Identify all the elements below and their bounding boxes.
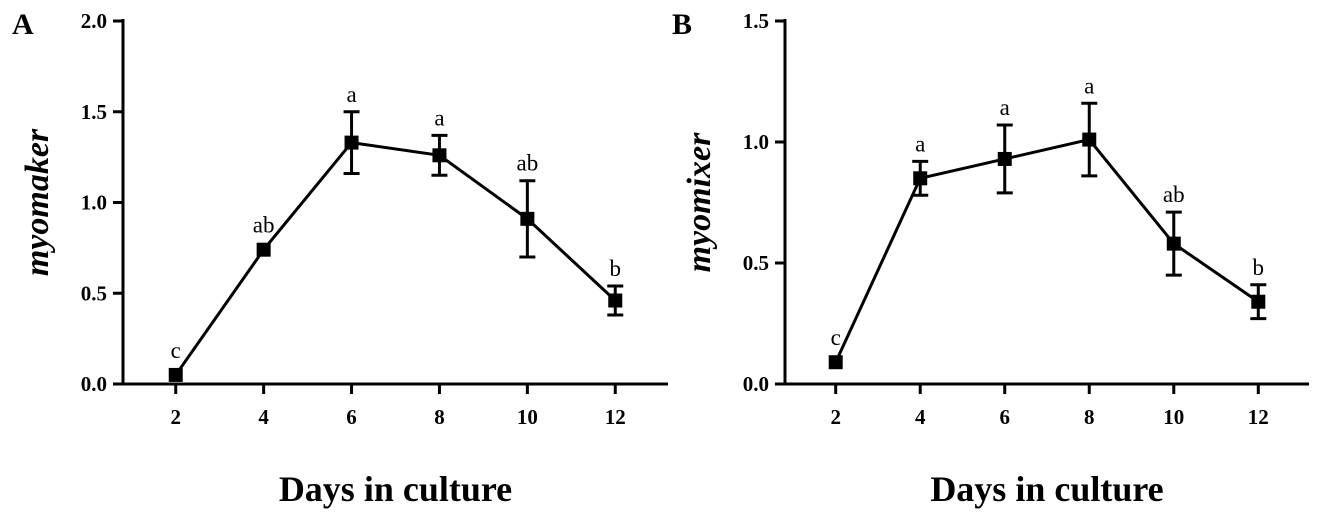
x-tick-label: 8 — [1084, 405, 1095, 429]
data-point — [432, 148, 447, 163]
data-point — [168, 367, 183, 382]
series-line — [834, 137, 1260, 363]
y-tick-label: 0.0 — [81, 372, 107, 396]
x-tick-label: 2 — [830, 405, 841, 429]
data-point — [913, 171, 928, 186]
y-tick-label: 1.0 — [743, 130, 769, 154]
y-tick-label: 1.5 — [81, 100, 107, 124]
data-point — [1251, 294, 1266, 309]
x-tick-label: 10 — [517, 405, 538, 429]
x-tick-label: 6 — [999, 405, 1010, 429]
significance-label: b — [1253, 255, 1265, 280]
series-line — [174, 140, 617, 376]
data-point — [344, 135, 359, 150]
y-axis-title: myomaker — [19, 128, 56, 276]
panel-letter: B — [672, 8, 692, 41]
y-tick-label: 1.5 — [743, 9, 769, 33]
y-tick-label: 1.0 — [81, 191, 107, 215]
x-tick-label: 12 — [605, 405, 626, 429]
significance-label: ab — [1163, 182, 1185, 207]
data-point — [608, 293, 623, 308]
y-tick-label: 2.0 — [81, 9, 107, 33]
x-tick-label: 4 — [258, 405, 269, 429]
data-point — [1082, 132, 1097, 147]
data-point — [256, 242, 271, 257]
y-tick-label: 0.5 — [743, 251, 769, 275]
y-tick-label: 0.0 — [743, 372, 769, 396]
data-point — [520, 211, 535, 226]
data-point — [828, 355, 843, 370]
x-axis-title: Days in culture — [930, 469, 1163, 509]
x-tick-label: 6 — [346, 405, 357, 429]
y-axis-title: myomixer — [681, 132, 718, 273]
significance-label: a — [1084, 73, 1094, 98]
x-tick-label: 4 — [915, 405, 926, 429]
significance-label: a — [1000, 95, 1010, 120]
significance-label: b — [610, 256, 622, 281]
x-tick-label: 10 — [1163, 405, 1184, 429]
data-point — [997, 151, 1012, 166]
x-axis-title: Days in culture — [279, 469, 512, 509]
x-tick-label: 12 — [1248, 405, 1269, 429]
significance-label: c — [831, 325, 841, 350]
panel-b: B 0.0 0.5 1.0 1.5 2 4 6 8 10 12 myomixer Days in cul… — [672, 8, 1309, 509]
panel-letter: A — [12, 8, 34, 41]
significance-label: a — [915, 131, 925, 156]
data-point — [1166, 236, 1181, 251]
x-tick-label: 8 — [434, 405, 445, 429]
significance-label: a — [434, 105, 444, 130]
x-tick-label: 2 — [170, 405, 181, 429]
significance-label: a — [346, 82, 356, 107]
significance-label: ab — [516, 151, 538, 176]
panel-a: A 0.0 0.5 1.0 1.5 2.0 2 4 6 8 10 12 myomaker Days in … — [12, 8, 668, 509]
significance-label: ab — [253, 213, 275, 238]
significance-label: c — [171, 338, 181, 363]
y-tick-label: 0.5 — [81, 281, 107, 305]
